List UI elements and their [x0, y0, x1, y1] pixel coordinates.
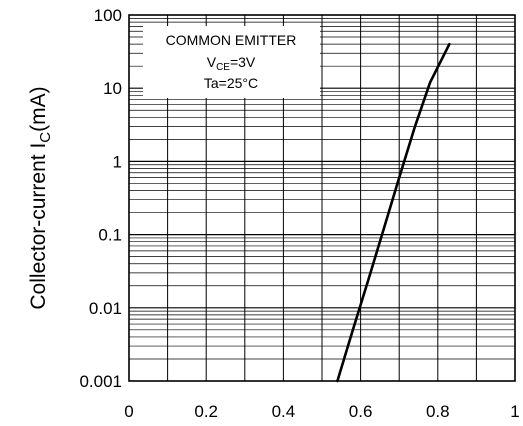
annotation-line2-main: V	[207, 54, 217, 70]
annotation-line2: VCE=3V	[207, 54, 256, 73]
x-tick-label: 0.8	[426, 402, 450, 421]
x-tick-label: 1	[510, 402, 519, 421]
y-axis-label-main: Collector-current I	[27, 143, 50, 310]
annotation-line3: Ta=25°C	[204, 75, 258, 91]
y-axis-label-unit: (mA)	[27, 86, 50, 132]
y-tick-label: 10	[103, 79, 122, 98]
legend-box: COMMON EMITTER VCE=3V Ta=25°C	[143, 26, 320, 98]
annotation-line1: COMMON EMITTER	[166, 32, 297, 48]
y-tick-label: 0.001	[79, 372, 122, 391]
plot-frame	[128, 14, 516, 382]
x-tick-label: 0.4	[272, 402, 296, 421]
y-tick-label: 100	[94, 6, 122, 25]
annotation-line2-rest: =3V	[230, 54, 256, 70]
y-tick-label: 0.01	[89, 299, 122, 318]
y-tick-label: 1	[113, 152, 122, 171]
y-tick-label: 0.1	[98, 226, 122, 245]
y-tick-labels: 0.001 0.01 0.1 1 10 100	[79, 6, 122, 391]
legend-box-frame	[143, 26, 320, 98]
y-axis-label: Collector-current IC(mA)	[27, 86, 54, 309]
x-tick-labels: 0 0.2 0.4 0.6 0.8 1	[124, 402, 519, 421]
x-tick-label: 0.6	[349, 402, 373, 421]
x-tick-label: 0.2	[194, 402, 218, 421]
y-axis-label-sub: C	[37, 132, 54, 143]
x-tick-label: 0	[124, 402, 133, 421]
annotation-line2-sub: CE	[216, 62, 230, 73]
series-group	[336, 42, 451, 383]
grid	[129, 15, 515, 381]
series-line	[336, 42, 451, 383]
